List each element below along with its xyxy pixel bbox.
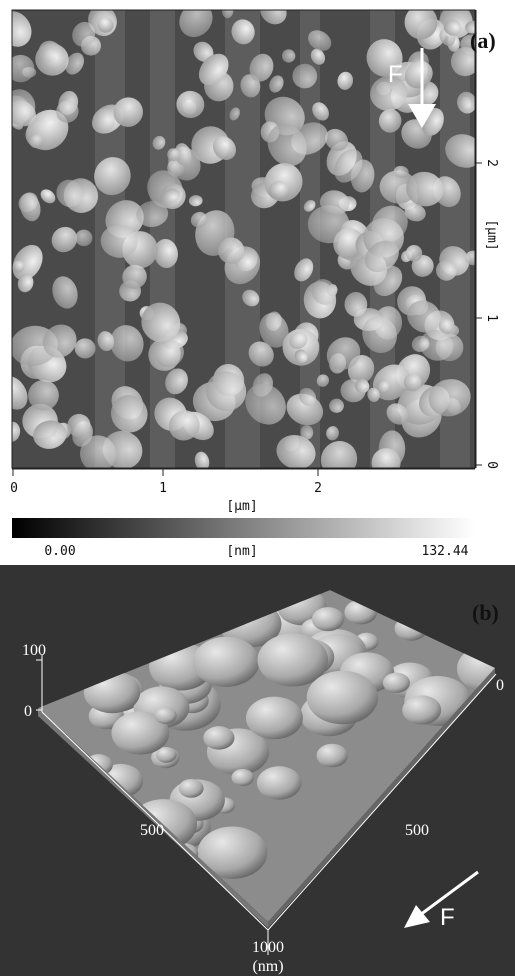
page: {"panel_a": {"label": "(a)", "arrow_labe… [0, 0, 515, 976]
grain-3d [383, 673, 410, 693]
z-tick-label: 0 [24, 703, 32, 720]
grain-3d [231, 769, 254, 786]
grain-3d [402, 695, 441, 724]
colorbar-unit: [nm] [226, 544, 257, 559]
grain-3d [203, 726, 234, 749]
grain-3d [246, 697, 303, 740]
x-axis-unit: [µm] [226, 499, 257, 514]
grain-3d [193, 637, 260, 687]
grain-3d [312, 607, 344, 631]
y-tick-label: 0 [484, 461, 499, 469]
z-tick-label: 100 [22, 642, 46, 659]
panel-label: (b) [472, 600, 499, 625]
arrow-label: F [388, 61, 403, 88]
axis-tick-label: 500 [140, 822, 164, 839]
colorbar [12, 518, 475, 538]
grain-3d [257, 766, 302, 800]
grain-3d [317, 744, 348, 768]
afm-image [0, 0, 488, 485]
axis-tick-label: 500 [405, 822, 429, 839]
grain-3d [307, 671, 378, 725]
axis-tick-label: 1000 [252, 939, 284, 956]
y-tick-label: 2 [484, 159, 499, 167]
figure: (a) F 2 1 0 [µm] 0 1 2 [µm] 0.00 [nm] 13… [0, 0, 515, 976]
y-axis-unit: [µm] [484, 219, 499, 250]
right-axis [476, 10, 482, 468]
x-tick-label: 0 [10, 481, 18, 496]
y-tick-label: 1 [484, 314, 499, 322]
axis-unit: (nm) [252, 958, 283, 975]
x-tick-label: 2 [314, 481, 322, 496]
bottom-axis [12, 469, 475, 476]
arrow-label: F [440, 904, 455, 931]
grain-3d [179, 779, 204, 798]
colorbar-min: 0.00 [44, 544, 75, 559]
grain-3d [154, 707, 176, 724]
axis-tick-label: 0 [496, 677, 504, 694]
colorbar-max: 132.44 [422, 544, 469, 559]
panel-label: (a) [470, 28, 496, 53]
x-tick-label: 1 [159, 481, 167, 496]
